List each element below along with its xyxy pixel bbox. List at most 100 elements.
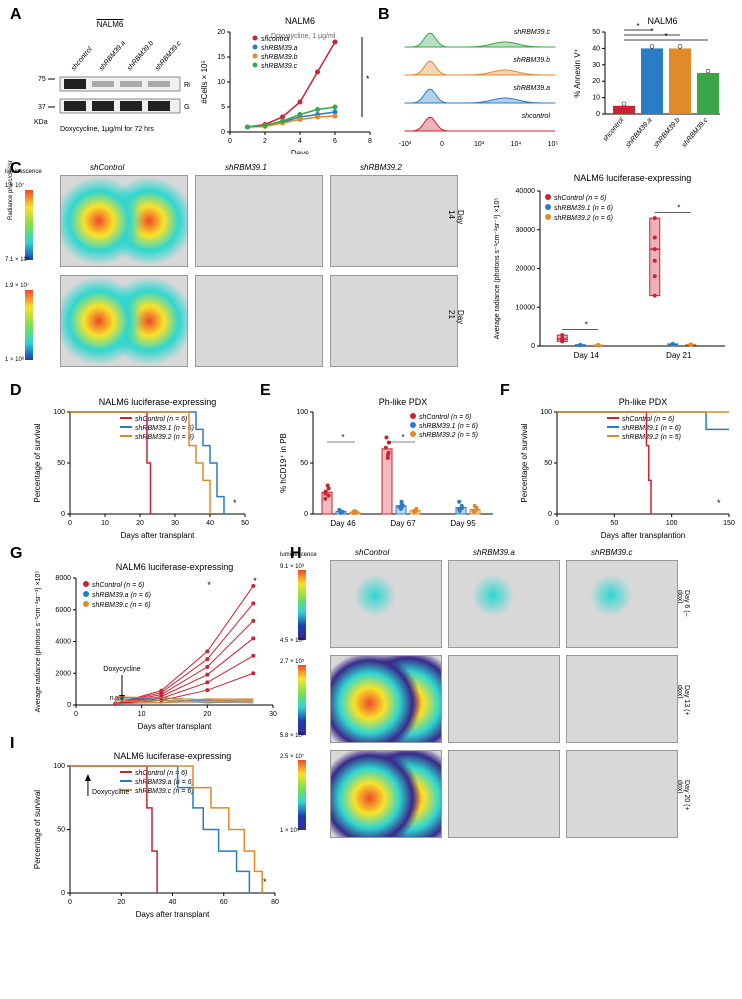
svg-text:10: 10 bbox=[592, 95, 600, 102]
svg-text:30: 30 bbox=[171, 520, 179, 527]
svg-text:shRBM39.c: shRBM39.c bbox=[154, 40, 183, 73]
svg-text:shRBM39.2 (n = 6): shRBM39.2 (n = 6) bbox=[135, 434, 194, 441]
panel-i-chart: NALM6 luciferase-expressing0204060800501… bbox=[28, 750, 283, 925]
svg-text:shRBM39.b: shRBM39.b bbox=[126, 40, 155, 73]
svg-text:0: 0 bbox=[61, 511, 65, 518]
svg-text:8000: 8000 bbox=[55, 575, 71, 582]
svg-text:NALM6 luciferase-expressing: NALM6 luciferase-expressing bbox=[116, 562, 234, 572]
panel-label-f: F bbox=[500, 382, 510, 400]
svg-text:*: * bbox=[664, 32, 667, 41]
svg-text:30000: 30000 bbox=[516, 227, 536, 234]
svg-text:37: 37 bbox=[38, 104, 46, 111]
svg-text:40000: 40000 bbox=[516, 188, 536, 195]
svg-text:50: 50 bbox=[57, 460, 65, 467]
svg-text:0: 0 bbox=[548, 511, 552, 518]
svg-text:Average radiance (photons s⁻¹c: Average radiance (photons s⁻¹cm⁻²sr⁻¹) ×… bbox=[35, 571, 42, 713]
panel-b-bar: NALM601020304050% Annexin V⁺shcontrolshR… bbox=[570, 14, 730, 154]
svg-text:shRBM39.2 (n = 5): shRBM39.2 (n = 5) bbox=[622, 434, 681, 441]
panel-a-blot: NALM6 shcontrolshRBM39.ashRBM39.bshRBM39… bbox=[30, 20, 190, 144]
svg-text:10000: 10000 bbox=[516, 304, 536, 311]
panel-f-chart: Ph-like PDX050100150050100Days after tra… bbox=[515, 396, 737, 546]
svg-text:shRBM39.a (n = 6): shRBM39.a (n = 6) bbox=[135, 779, 194, 786]
svg-text:20000: 20000 bbox=[516, 266, 536, 273]
svg-text:2000: 2000 bbox=[55, 670, 71, 677]
svg-text:shRBM39.1 (n = 6): shRBM39.1 (n = 6) bbox=[554, 205, 613, 212]
panel-d-chart: NALM6 luciferase-expressing0102030405005… bbox=[28, 396, 253, 546]
panel-label-b: B bbox=[378, 6, 390, 24]
svg-text:100: 100 bbox=[666, 520, 678, 527]
svg-text:Percentage of survival: Percentage of survival bbox=[33, 423, 42, 502]
svg-text:shRBM39.b: shRBM39.b bbox=[653, 117, 682, 150]
svg-text:*: * bbox=[717, 498, 721, 508]
svg-text:50: 50 bbox=[241, 520, 249, 527]
svg-text:Average radiance (photons s⁻¹c: Average radiance (photons s⁻¹cm⁻²sr⁻¹) ×… bbox=[494, 198, 501, 340]
svg-text:10⁴: 10⁴ bbox=[511, 141, 522, 148]
svg-text:#Cells × 10⁵: #Cells × 10⁵ bbox=[200, 60, 209, 104]
svg-text:shRBM39.a (n = 6): shRBM39.a (n = 6) bbox=[92, 592, 151, 599]
svg-text:shRBM39.a: shRBM39.a bbox=[98, 40, 127, 73]
svg-text:shRBM39.c: shRBM39.c bbox=[261, 63, 298, 70]
svg-text:shRBM39.2 (n = 6): shRBM39.2 (n = 6) bbox=[554, 215, 613, 222]
svg-text:80: 80 bbox=[271, 899, 279, 906]
svg-text:shRBM39.a: shRBM39.a bbox=[513, 85, 550, 92]
svg-text:*: * bbox=[253, 576, 257, 586]
svg-text:0: 0 bbox=[67, 702, 71, 709]
svg-text:NALM6 luciferase-expressing: NALM6 luciferase-expressing bbox=[99, 397, 217, 407]
svg-text:40: 40 bbox=[592, 45, 600, 52]
svg-text:*: * bbox=[677, 203, 680, 212]
svg-text:shRBM39.c: shRBM39.c bbox=[681, 116, 710, 149]
svg-text:0: 0 bbox=[555, 520, 559, 527]
svg-text:6: 6 bbox=[333, 138, 337, 145]
svg-text:*: * bbox=[341, 433, 344, 442]
svg-text:100: 100 bbox=[296, 409, 308, 416]
panel-label-a: A bbox=[10, 6, 22, 24]
svg-text:shRBM39.c (n = 6): shRBM39.c (n = 6) bbox=[135, 788, 194, 795]
svg-text:Days after transplant: Days after transplant bbox=[136, 910, 211, 919]
blot-svg: shcontrolshRBM39.ashRBM39.bshRBM39.c RBM… bbox=[30, 29, 190, 139]
svg-text:Doxycycline, 1μg/ml for 72 hrs: Doxycycline, 1μg/ml for 72 hrs bbox=[60, 126, 154, 133]
svg-text:2: 2 bbox=[263, 138, 267, 145]
svg-text:20: 20 bbox=[117, 899, 125, 906]
svg-text:NALM6 luciferase-expressing: NALM6 luciferase-expressing bbox=[114, 751, 232, 761]
svg-text:shRBM39.1 (n = 6): shRBM39.1 (n = 6) bbox=[135, 425, 194, 432]
svg-text:shcontrol: shcontrol bbox=[522, 113, 551, 120]
svg-text:KDa: KDa bbox=[34, 119, 48, 126]
svg-text:Day 67: Day 67 bbox=[390, 519, 416, 528]
svg-text:shControl (n = 6): shControl (n = 6) bbox=[92, 582, 144, 589]
svg-text:10: 10 bbox=[138, 711, 146, 718]
panel-label-g: G bbox=[10, 545, 22, 563]
svg-text:Percentage of survival: Percentage of survival bbox=[520, 423, 529, 502]
svg-text:*: * bbox=[233, 498, 237, 508]
svg-text:0: 0 bbox=[61, 890, 65, 897]
svg-text:20: 20 bbox=[203, 711, 211, 718]
svg-text:0: 0 bbox=[74, 711, 78, 718]
svg-text:Ph-like PDX: Ph-like PDX bbox=[379, 397, 428, 407]
svg-text:shControl (n = 6): shControl (n = 6) bbox=[135, 416, 187, 423]
svg-text:-10³: -10³ bbox=[399, 141, 412, 148]
panel-a-chart: NALM6+ Doxycycline, 1 μg/ml0246805101520… bbox=[195, 14, 375, 154]
svg-text:shRBM39.1 (n = 6): shRBM39.1 (n = 6) bbox=[419, 423, 478, 430]
svg-text:6000: 6000 bbox=[55, 607, 71, 614]
panel-label-e: E bbox=[260, 382, 271, 400]
svg-text:Doxycycline: Doxycycline bbox=[103, 666, 140, 673]
svg-text:30: 30 bbox=[592, 62, 600, 69]
svg-text:60: 60 bbox=[220, 899, 228, 906]
svg-text:0: 0 bbox=[440, 141, 444, 148]
panel-label-i: I bbox=[10, 735, 14, 753]
svg-text:shcontrol: shcontrol bbox=[261, 36, 290, 43]
svg-text:shRBM39.b: shRBM39.b bbox=[261, 54, 298, 61]
panel-g-chart: NALM6 luciferase-expressing0102030020004… bbox=[28, 560, 283, 735]
svg-text:*: * bbox=[207, 580, 211, 590]
svg-text:40: 40 bbox=[169, 899, 177, 906]
svg-text:0: 0 bbox=[68, 899, 72, 906]
svg-text:shControl (n = 6): shControl (n = 6) bbox=[622, 416, 674, 423]
svg-text:Percentage of survival: Percentage of survival bbox=[33, 790, 42, 869]
svg-text:Ph-like PDX: Ph-like PDX bbox=[619, 397, 668, 407]
svg-text:100: 100 bbox=[53, 763, 65, 770]
svg-text:50: 50 bbox=[300, 460, 308, 467]
svg-text:shRBM39.c (n = 6): shRBM39.c (n = 6) bbox=[92, 602, 151, 609]
panel-c-images: 1 × 10⁷7.1 × 10⁵shControlshRBM39.1shRBM3… bbox=[60, 175, 480, 370]
svg-text:5: 5 bbox=[221, 104, 225, 111]
svg-text:10³: 10³ bbox=[474, 141, 485, 148]
svg-text:30: 30 bbox=[269, 711, 277, 718]
